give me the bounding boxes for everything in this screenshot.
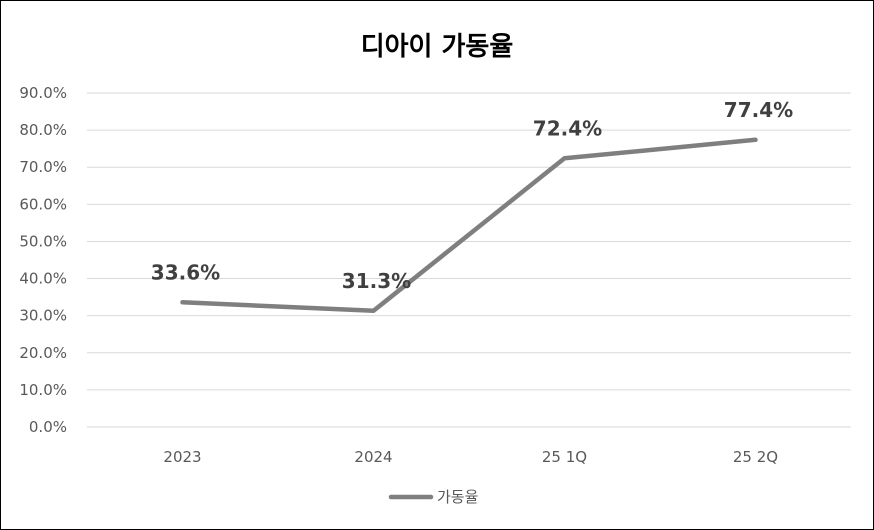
y-tick-label: 50.0% bbox=[19, 232, 67, 250]
y-tick-label: 40.0% bbox=[19, 270, 67, 288]
legend: 가동율 bbox=[388, 488, 478, 506]
y-tick-label: 0.0% bbox=[29, 418, 67, 436]
legend-label: 가동율 bbox=[437, 488, 478, 506]
y-tick-label: 10.0% bbox=[19, 381, 67, 399]
x-tick-label: 2023 bbox=[163, 448, 201, 466]
y-axis-ticks: 0.0% 10.0% 20.0% 30.0% 40.0% 50.0% 60.0% 70.0% 8… bbox=[19, 84, 67, 436]
series-line bbox=[180, 137, 758, 314]
data-labels: 33.6% 31.3% 72.4% 77.4% bbox=[151, 98, 793, 293]
y-tick-label: 60.0% bbox=[19, 195, 67, 213]
gridlines bbox=[87, 92, 851, 428]
y-tick-label: 70.0% bbox=[19, 158, 67, 176]
y-tick-label: 80.0% bbox=[19, 121, 67, 139]
x-tick-label: 25 1Q bbox=[542, 448, 587, 466]
x-tick-label: 25 2Q bbox=[733, 448, 778, 466]
data-label: 77.4% bbox=[724, 98, 793, 122]
y-tick-label: 30.0% bbox=[19, 307, 67, 325]
series-lines bbox=[180, 137, 758, 314]
y-tick-label: 90.0% bbox=[19, 84, 67, 102]
chart-title: 디아이 가동율 bbox=[361, 32, 514, 62]
data-label: 31.3% bbox=[342, 269, 411, 293]
x-tick-label: 2024 bbox=[354, 448, 392, 466]
data-label: 72.4% bbox=[533, 116, 602, 140]
x-axis-ticks: 2023 2024 25 1Q 25 2Q bbox=[163, 448, 778, 466]
y-tick-label: 20.0% bbox=[19, 344, 67, 362]
data-label: 33.6% bbox=[151, 260, 220, 284]
